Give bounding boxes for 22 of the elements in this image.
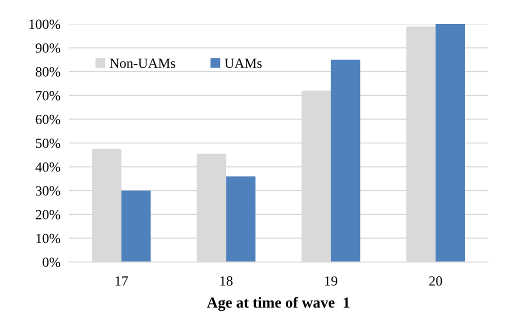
y-tick-label: 60% bbox=[36, 114, 60, 124]
y-tick-label: 50% bbox=[36, 138, 60, 148]
y-tick-label: 70% bbox=[36, 90, 60, 100]
y-tick-label: 30% bbox=[36, 186, 60, 196]
y-tick-label: 90% bbox=[36, 43, 60, 53]
x-tick-label: 17 bbox=[116, 276, 128, 286]
legend-label: UAMs bbox=[224, 58, 262, 68]
x-tick-label: 18 bbox=[220, 276, 233, 286]
x-axis-title: Age at time of wave 1 bbox=[206, 296, 350, 311]
y-tick-label: 10% bbox=[36, 234, 60, 244]
bar bbox=[121, 190, 151, 262]
y-tick-label: 40% bbox=[35, 162, 60, 172]
x-tick-label: 19 bbox=[325, 276, 338, 286]
bar bbox=[330, 60, 360, 262]
bar bbox=[226, 176, 256, 262]
x-tick-label: 20 bbox=[429, 276, 442, 286]
y-tick-label: 20% bbox=[36, 210, 60, 220]
y-tick-label: 80% bbox=[36, 67, 60, 77]
legend-label: Non-UAMs bbox=[110, 58, 176, 68]
bar bbox=[436, 24, 465, 262]
y-tick-label: 100% bbox=[29, 20, 60, 29]
y-tick-label: 0% bbox=[42, 258, 60, 267]
